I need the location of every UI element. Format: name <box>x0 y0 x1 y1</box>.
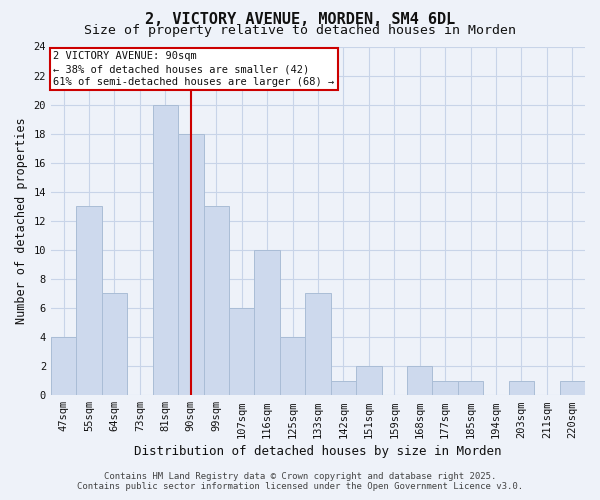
Bar <box>458 380 483 395</box>
Text: Contains public sector information licensed under the Open Government Licence v3: Contains public sector information licen… <box>77 482 523 491</box>
Bar <box>407 366 433 395</box>
Bar <box>356 366 382 395</box>
Bar <box>280 337 305 395</box>
Bar <box>152 104 178 395</box>
Text: Size of property relative to detached houses in Morden: Size of property relative to detached ho… <box>84 24 516 37</box>
Bar <box>331 380 356 395</box>
Bar <box>433 380 458 395</box>
X-axis label: Distribution of detached houses by size in Morden: Distribution of detached houses by size … <box>134 444 502 458</box>
Bar <box>178 134 203 395</box>
Bar <box>51 337 76 395</box>
Text: 2 VICTORY AVENUE: 90sqm
← 38% of detached houses are smaller (42)
61% of semi-de: 2 VICTORY AVENUE: 90sqm ← 38% of detache… <box>53 51 335 88</box>
Text: 2, VICTORY AVENUE, MORDEN, SM4 6DL: 2, VICTORY AVENUE, MORDEN, SM4 6DL <box>145 12 455 28</box>
Text: Contains HM Land Registry data © Crown copyright and database right 2025.: Contains HM Land Registry data © Crown c… <box>104 472 496 481</box>
Y-axis label: Number of detached properties: Number of detached properties <box>15 118 28 324</box>
Bar <box>102 294 127 395</box>
Bar <box>203 206 229 395</box>
Bar <box>560 380 585 395</box>
Bar <box>509 380 534 395</box>
Bar <box>76 206 102 395</box>
Bar <box>305 294 331 395</box>
Bar <box>254 250 280 395</box>
Bar <box>229 308 254 395</box>
